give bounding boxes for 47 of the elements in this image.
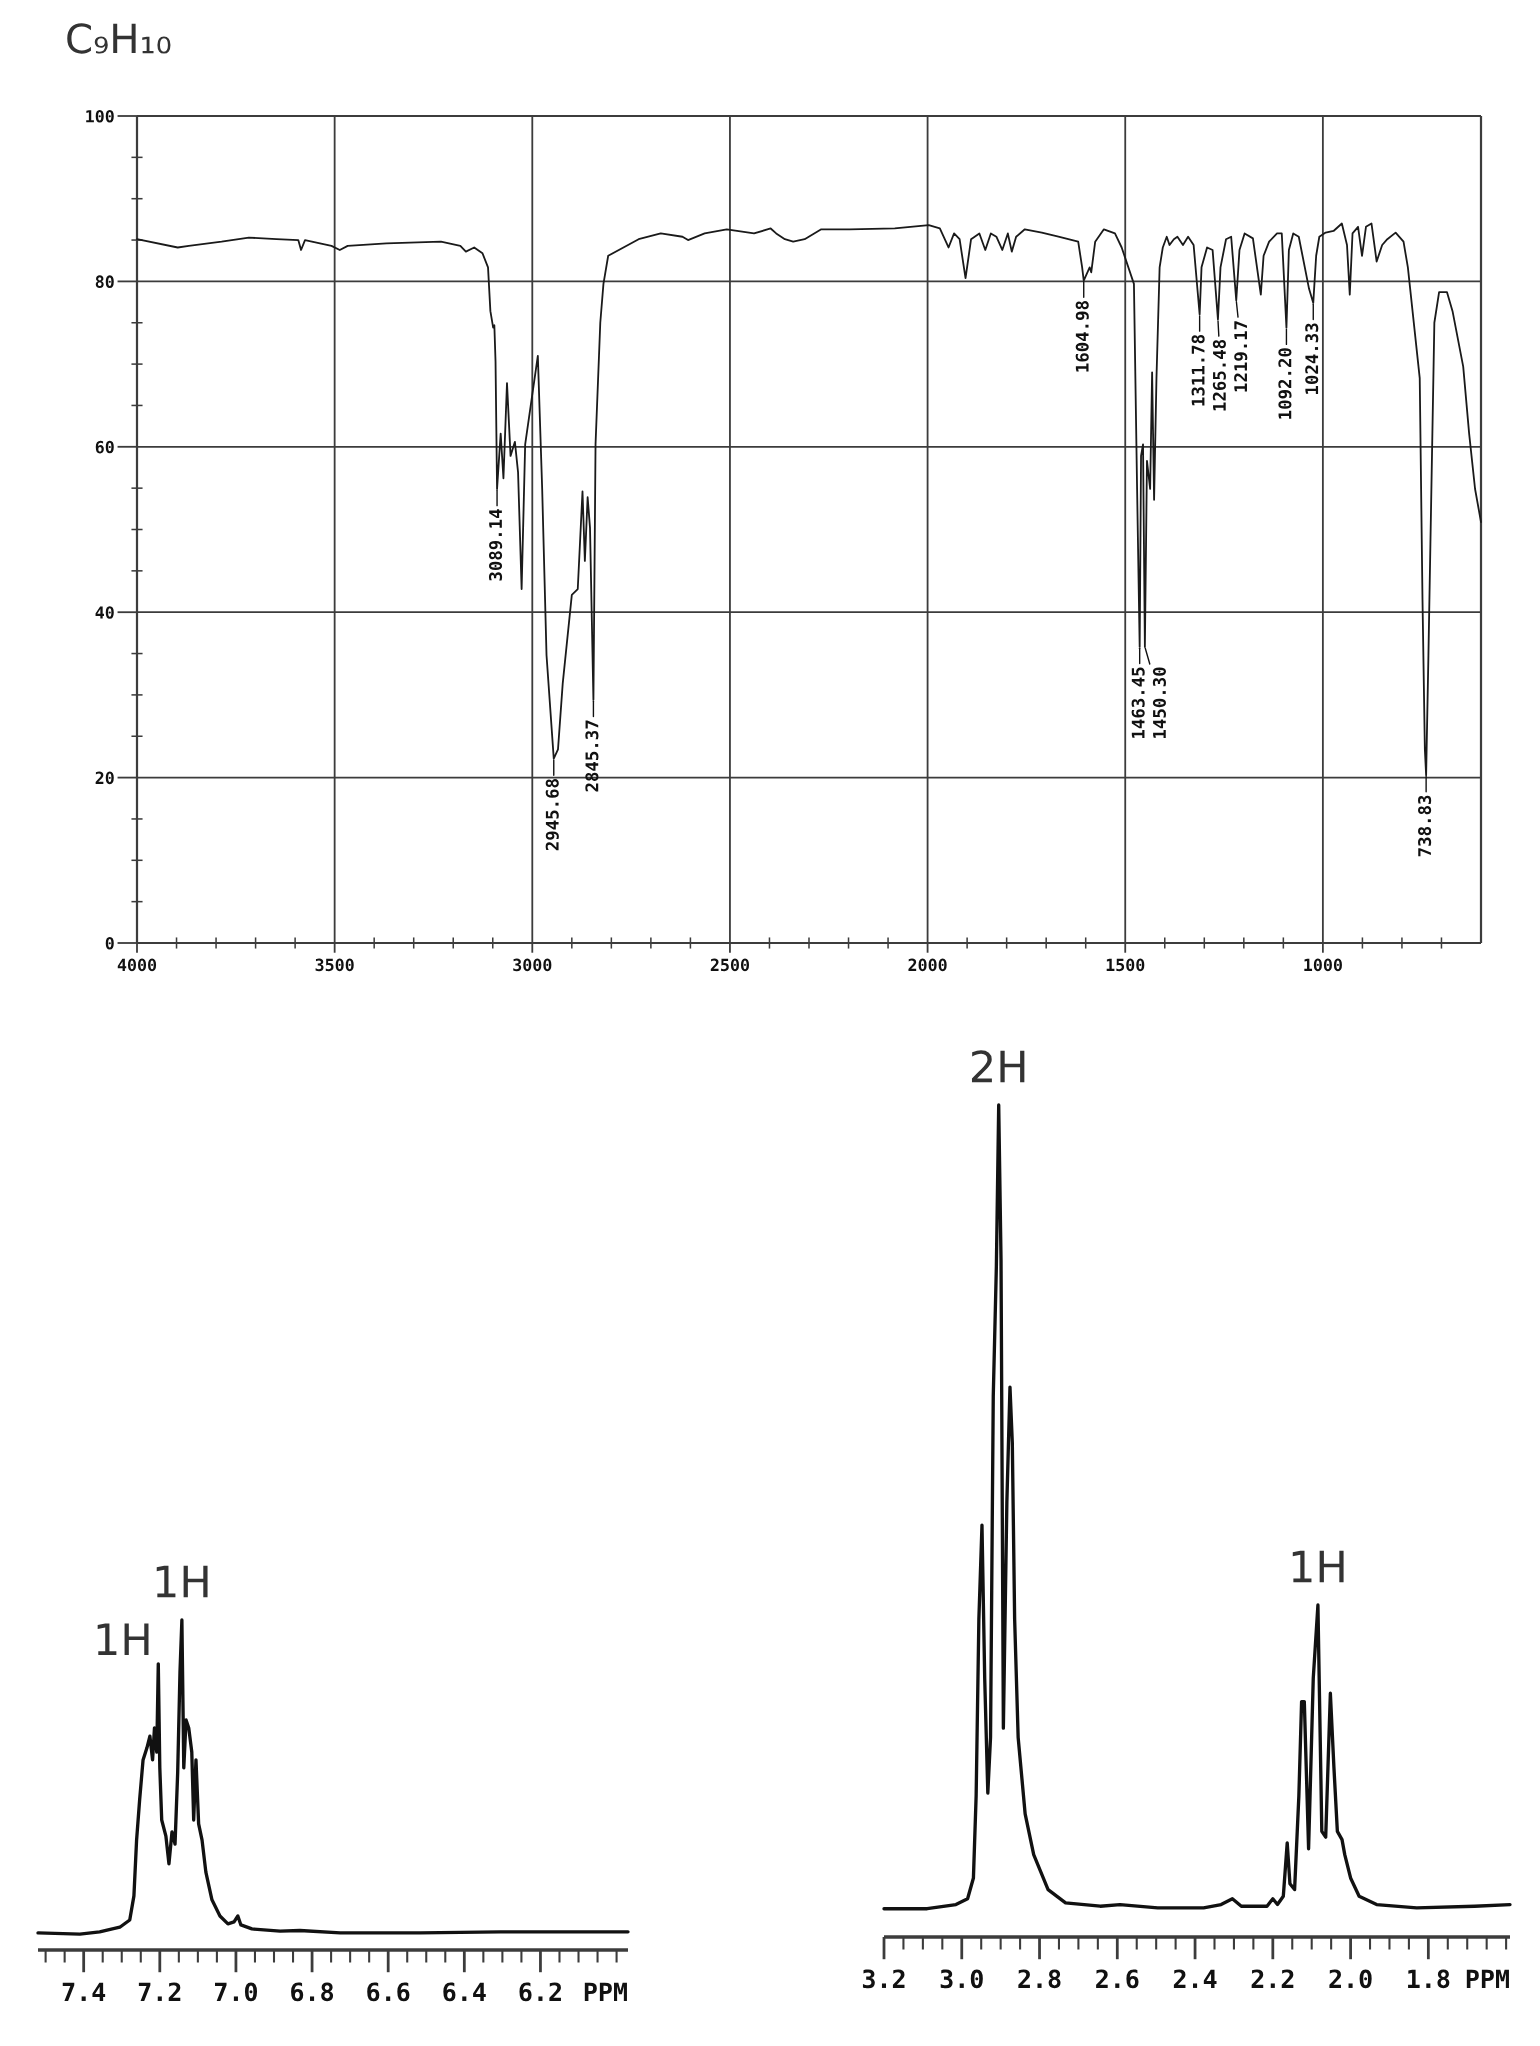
y-tick-label: 40: [95, 606, 114, 619]
annotation: 1H: [1292, 1550, 1344, 1583]
x-tick-label: 3000: [513, 958, 552, 972]
annotation: 3089.14: [488, 509, 503, 581]
x-tick-label: 3.2: [862, 1969, 905, 1989]
x-tick-label: 7.2: [138, 1982, 181, 2001]
x-tick-label: 2.4: [1173, 1969, 1217, 1988]
annotation: 1092.20: [1278, 348, 1292, 419]
x-tick-label: 6.8: [291, 1982, 334, 2002]
annotation: 2945.68: [545, 779, 559, 851]
annotation: 1H: [97, 1623, 149, 1655]
x-tick-label: 2.2: [1251, 1969, 1294, 1988]
x-tick-label: 6.2: [519, 1982, 561, 2002]
annotation: 1311.78: [1191, 335, 1205, 406]
y-tick-label: 80: [95, 275, 114, 288]
x-tick-label: 3500: [315, 958, 354, 972]
y-tick-label: 0: [105, 936, 114, 950]
x-tick-label: 4000: [117, 958, 157, 972]
y-tick-label: 100: [86, 109, 114, 123]
annotation: 738.83: [1418, 795, 1432, 857]
y-tick-label: 60: [95, 440, 114, 454]
x-tick-label: 2.6: [1096, 1969, 1139, 1989]
annotation: 1463.45: [1131, 667, 1145, 738]
x-tick-label: 2500: [710, 958, 750, 972]
x-tick-label: 7.0: [215, 1982, 258, 2002]
annotation: 1450.30: [1152, 667, 1166, 738]
annotation: 1H: [156, 1565, 208, 1598]
annotation: 2H: [971, 1050, 1025, 1083]
x-tick-label: 1500: [1106, 958, 1145, 972]
x-axis-title: PPM: [584, 1982, 627, 2001]
annotation: 2845.37: [585, 720, 599, 792]
x-axis-title: PPM: [1466, 1969, 1509, 1988]
x-tick-label: 2.8: [1018, 1969, 1061, 1989]
chart-title: C₉H₁₀: [67, 23, 171, 54]
x-tick-label: 6.4: [443, 1982, 486, 2002]
x-tick-label: 3.0: [940, 1969, 983, 1989]
x-tick-label: 6.6: [367, 1982, 410, 2002]
x-tick-label: 1000: [1304, 958, 1342, 972]
x-tick-label: 2000: [908, 958, 947, 972]
x-tick-label: 7.4: [62, 1982, 106, 2001]
annotation: 1604.98: [1075, 301, 1089, 372]
annotation: 1265.48: [1212, 339, 1226, 411]
x-tick-label: 1.8: [1408, 1969, 1450, 1989]
y-tick-label: 20: [95, 771, 114, 785]
annotation: 1219.17: [1234, 321, 1248, 392]
annotation: 1024.33: [1305, 323, 1319, 394]
x-tick-label: 2.0: [1329, 1969, 1372, 1989]
